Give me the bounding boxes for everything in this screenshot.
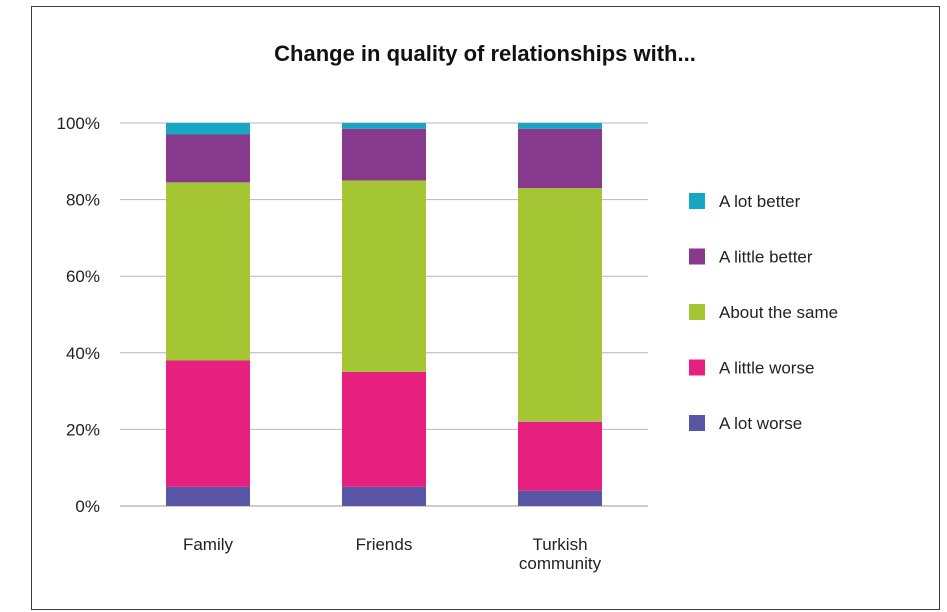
bar-segment xyxy=(342,371,426,487)
legend-item: A little better xyxy=(689,248,813,267)
x-axis-labels: Family Friends Turkish community xyxy=(183,535,602,573)
bar-segment xyxy=(342,180,426,372)
legend-label: A little worse xyxy=(719,359,814,378)
legend-swatch xyxy=(689,415,705,431)
bar-segment xyxy=(518,123,602,129)
y-tick-label: 0% xyxy=(75,497,100,516)
y-axis-ticks: 0% 20% 40% 60% 80% 100% xyxy=(57,114,100,516)
bar-segment xyxy=(342,486,426,506)
bar-segment xyxy=(342,128,426,181)
legend-swatch xyxy=(689,193,705,209)
legend-item: A lot better xyxy=(689,192,801,211)
y-tick-label: 20% xyxy=(66,420,100,439)
x-tick-label: Turkish community xyxy=(519,535,602,573)
bar-segment xyxy=(166,486,250,506)
bar-segment xyxy=(518,128,602,189)
y-tick-label: 60% xyxy=(66,267,100,286)
legend-swatch xyxy=(689,359,705,376)
legend-label: A lot better xyxy=(719,192,801,211)
y-tick-label: 80% xyxy=(66,191,100,210)
y-tick-label: 100% xyxy=(57,114,100,133)
x-tick-label: Family xyxy=(183,535,234,554)
legend: A lot better A little better About the sam… xyxy=(689,192,838,433)
bar-segment xyxy=(166,134,250,183)
y-tick-label: 40% xyxy=(66,344,100,363)
x-tick-label: Friends xyxy=(356,535,413,554)
bar-segment xyxy=(518,188,602,422)
legend-label: A little better xyxy=(719,248,813,267)
bar-segment xyxy=(166,360,250,487)
chart-title: Change in quality of relationships with.… xyxy=(274,41,696,66)
legend-item: About the same xyxy=(689,303,838,322)
legend-item: A little worse xyxy=(689,359,814,378)
bar-segment xyxy=(166,123,250,135)
legend-item: A lot worse xyxy=(689,414,802,433)
legend-label: A lot worse xyxy=(719,414,802,433)
legend-swatch xyxy=(689,248,705,265)
bar-segment xyxy=(342,123,426,129)
bar-segment xyxy=(518,421,602,491)
legend-swatch xyxy=(689,304,705,320)
bars xyxy=(166,123,602,506)
legend-label: About the same xyxy=(719,303,838,322)
bar-segment xyxy=(518,490,602,506)
bar-segment xyxy=(166,182,250,361)
